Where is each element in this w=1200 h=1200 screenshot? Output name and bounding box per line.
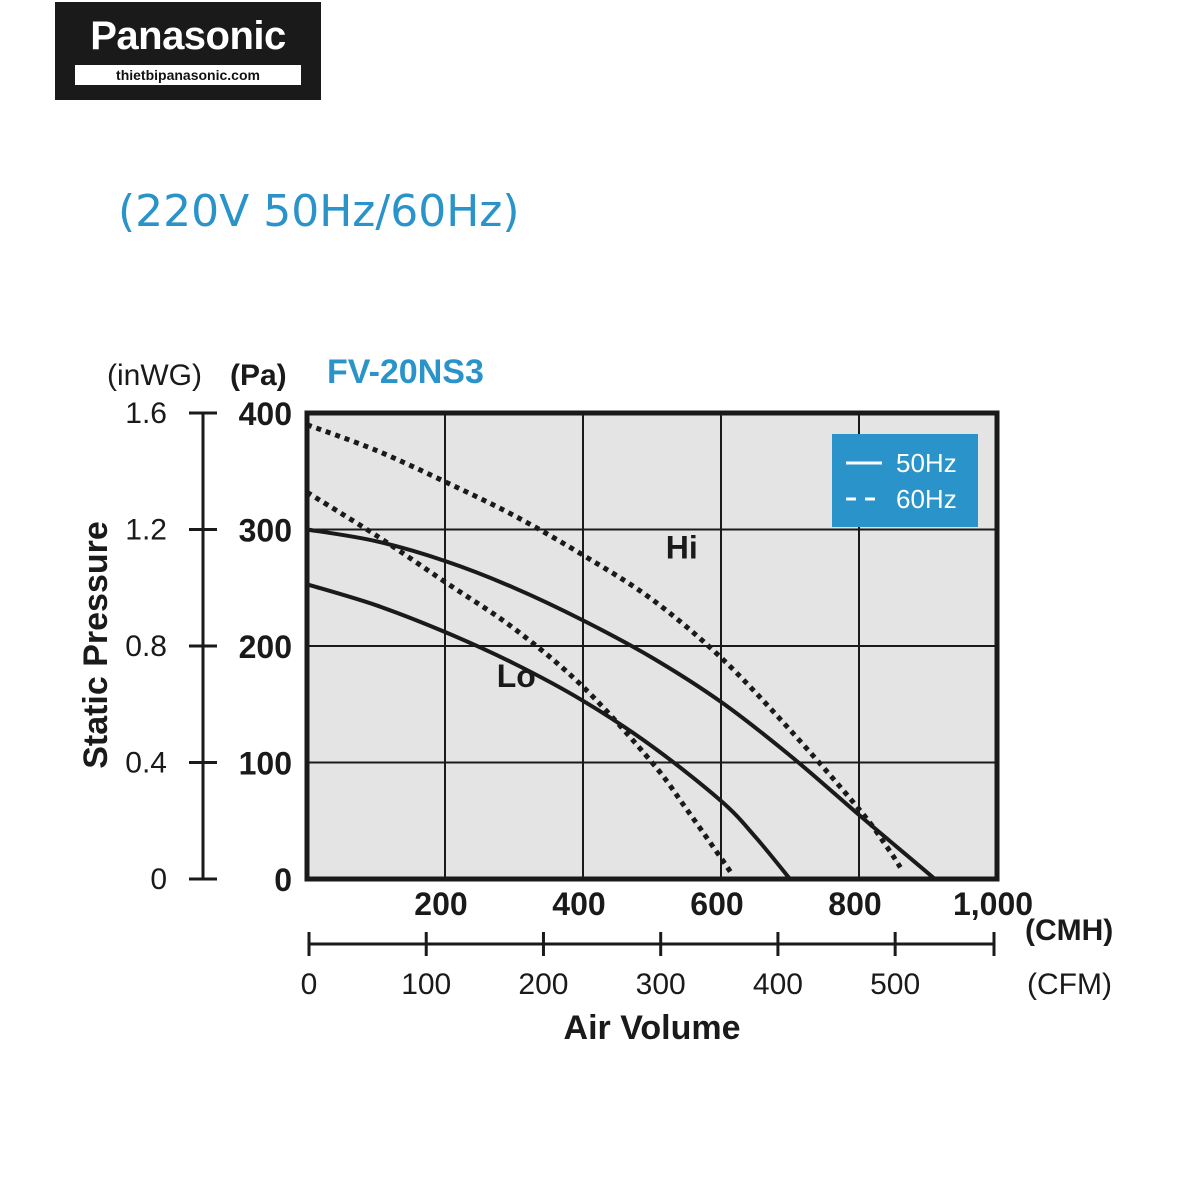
x2-tick-label: 500 xyxy=(870,968,920,1001)
plot-frame xyxy=(304,410,1000,882)
y2-tick-label: 1.6 xyxy=(125,397,167,430)
y-tick-label: 200 xyxy=(239,629,292,665)
legend-box xyxy=(832,434,978,527)
y-unit-label: (Pa) xyxy=(230,359,287,392)
y2-unit-label: (inWG) xyxy=(107,359,202,392)
x2-tick-label: 200 xyxy=(518,968,568,1001)
annotation-hi: Hi xyxy=(666,530,698,566)
x-tick-label: 800 xyxy=(828,886,881,922)
x2-tick-label: 0 xyxy=(301,968,318,1001)
series-line-lo-60hz xyxy=(305,490,734,875)
legend-label-60hz: 60Hz xyxy=(896,484,957,514)
x-tick-label: 200 xyxy=(414,886,467,922)
panasonic-logo: Panasonic thietbipanasonic.com xyxy=(55,2,321,100)
x2-tick-label: 300 xyxy=(636,968,686,1001)
annotation-lo: Lo xyxy=(497,658,536,694)
series-line-hi-50hz xyxy=(306,527,937,881)
y-tick-label: 0 xyxy=(274,862,292,898)
x-axis-title: Air Volume xyxy=(564,1009,741,1047)
y2-tick-label: 1.2 xyxy=(125,514,167,547)
logo-brand-text: Panasonic xyxy=(90,14,286,58)
x2-unit-label: (CFM) xyxy=(1027,968,1112,1001)
y2-tick-label: 0 xyxy=(150,863,167,896)
series-line-hi-60hz xyxy=(306,422,903,869)
y-tick-label: 300 xyxy=(239,513,292,549)
y-axis-title: Static Pressure xyxy=(77,521,115,769)
x-tick-label: 400 xyxy=(552,886,605,922)
y-tick-label: 400 xyxy=(239,396,292,432)
x-tick-label: 600 xyxy=(690,886,743,922)
x-tick-label: 1,000 xyxy=(953,886,1033,922)
logo-site-text: thietbipanasonic.com xyxy=(75,65,301,85)
x-unit-label: (CMH) xyxy=(1025,914,1113,947)
y2-tick-label: 0.8 xyxy=(125,630,167,663)
y-tick-label: 100 xyxy=(239,746,292,782)
x2-tick-label: 100 xyxy=(401,968,451,1001)
chart-title: FV-20NS3 xyxy=(327,353,484,391)
voltage-subtitle: (220V 50Hz/60Hz) xyxy=(118,186,520,237)
series-line-lo-50hz xyxy=(306,582,792,881)
x2-tick-label: 400 xyxy=(753,968,803,1001)
y2-tick-label: 0.4 xyxy=(125,747,167,780)
legend-label-50hz: 50Hz xyxy=(896,448,957,478)
